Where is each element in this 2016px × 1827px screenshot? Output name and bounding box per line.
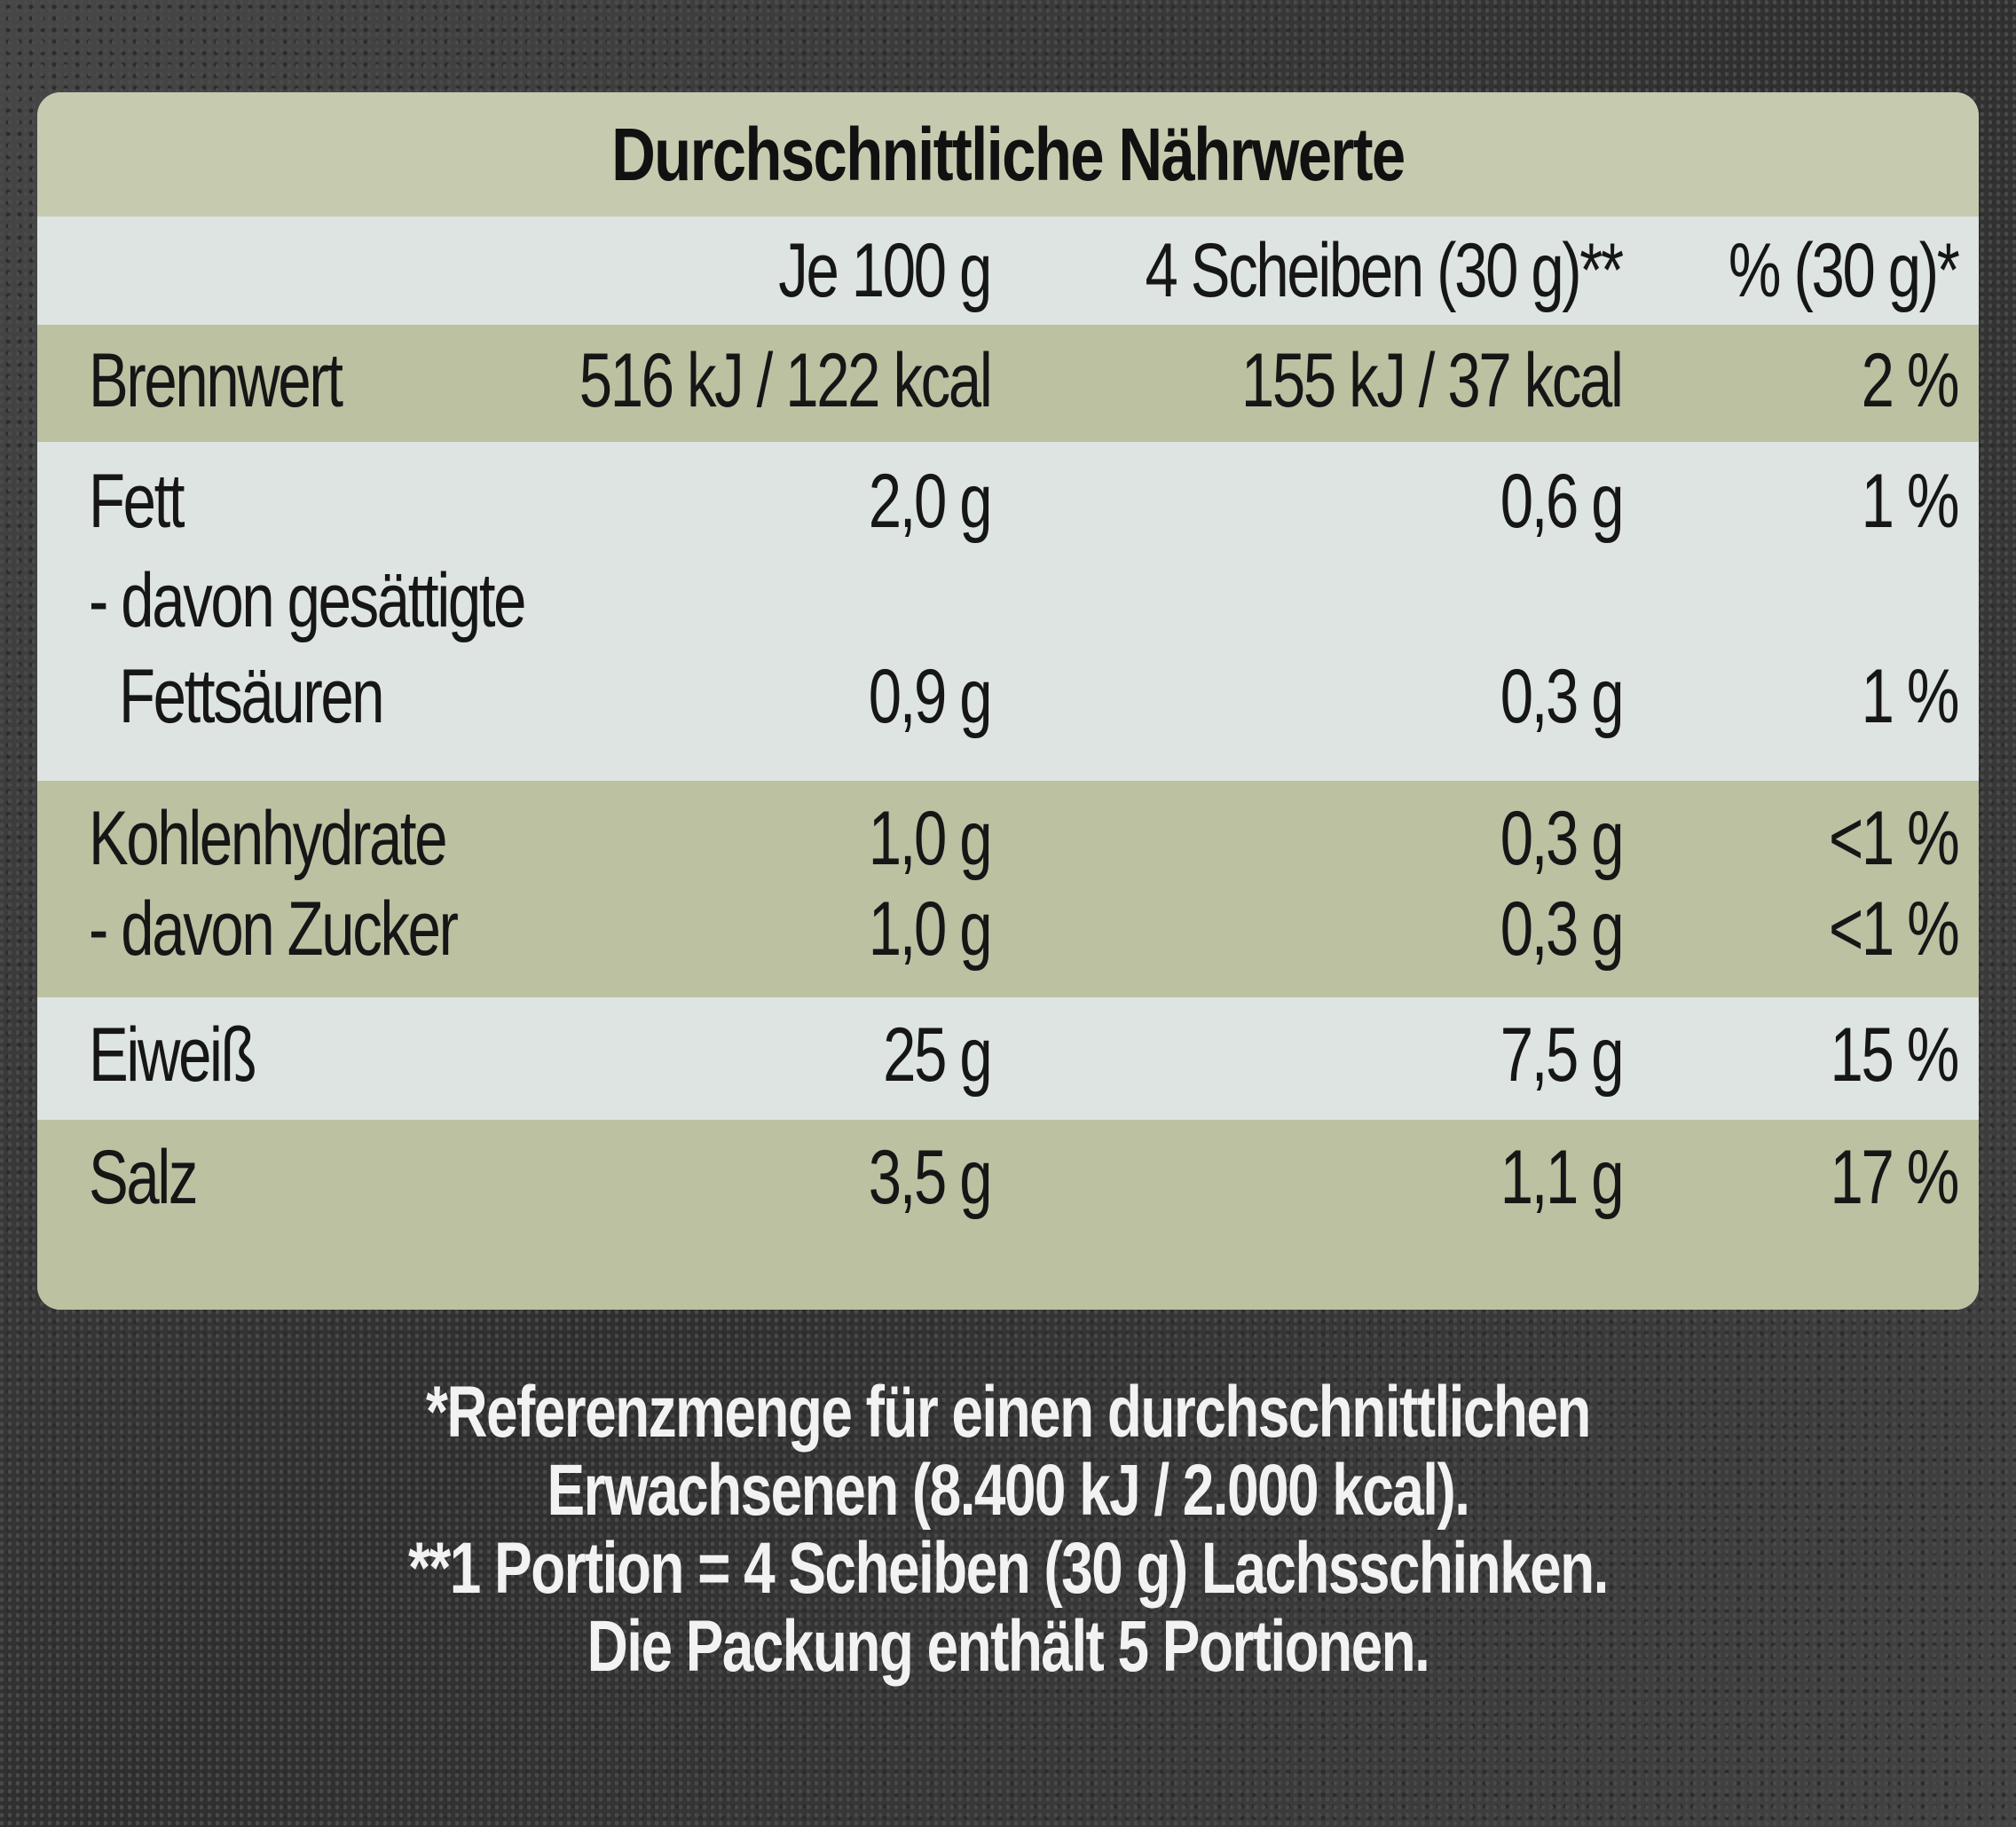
row-percent: 2 % [1861, 338, 1959, 423]
footnote-line-2: Erwachsenen (8.400 kJ / 2.000 kcal). [547, 1450, 1471, 1531]
row-per-portion: 155 kJ / 37 kcal [1241, 338, 1624, 423]
row-per-100g: 2,0 g [868, 459, 993, 544]
title-band: Durchschnittliche Nährwerte [37, 92, 1979, 217]
row-name-sugar: - davon Zucker [89, 886, 459, 972]
table-row-fett: Fett 2,0 g 0,6 g 1 % - davon gesättigte … [37, 442, 1979, 781]
row-per-portion: 0,3 g [1500, 886, 1625, 972]
row-per-portion: 0,3 g [1500, 796, 1625, 881]
row-percent: 17 % [1830, 1135, 1959, 1220]
row-name: Fett [89, 459, 185, 544]
table-row-salz: Salz 3,5 g 1,1 g 17 % [37, 1120, 1979, 1310]
row-name: Salz [89, 1135, 198, 1220]
row-percent: 15 % [1830, 1012, 1959, 1098]
row-name: Kohlenhydrate [89, 796, 448, 881]
row-percent: 1 % [1861, 459, 1959, 544]
column-header-per-100g: Je 100 g [778, 228, 992, 313]
row-per-portion: 0,6 g [1500, 459, 1625, 544]
table-row-kohlenhydrate: Kohlenhydrate 1,0 g 0,3 g <1 % - davon Z… [37, 781, 1979, 997]
row-name: Brennwert [89, 338, 343, 423]
label-title: Durchschnittliche Nährwerte [611, 112, 1406, 196]
row-name-saturated-cont: Fettsäuren [119, 654, 385, 739]
row-name: Eiweiß [89, 1012, 257, 1098]
footnote-line-1: *Referenzmenge für einen durchschnittlic… [426, 1372, 1591, 1453]
row-per-100g: 516 kJ / 122 kcal [579, 338, 992, 423]
row-per-portion: 0,3 g [1500, 654, 1625, 739]
footnote-line-3: **1 Portion = 4 Scheiben (30 g) Lachssch… [408, 1528, 1609, 1609]
table-row-eiweiss: Eiweiß 25 g 7,5 g 15 % [37, 997, 1979, 1120]
row-per-portion: 1,1 g [1500, 1135, 1625, 1220]
row-per-100g: 25 g [882, 1012, 993, 1098]
row-percent: <1 % [1828, 886, 1960, 972]
row-per-portion: 7,5 g [1500, 1012, 1625, 1098]
column-header-row: Je 100 g 4 Scheiben (30 g)** % (30 g)* [37, 217, 1979, 325]
footnote-line-4: Die Packung enthält 5 Portionen. [587, 1606, 1430, 1687]
row-per-100g: 3,5 g [868, 1135, 993, 1220]
footnotes: *Referenzmenge für einen durchschnittlic… [0, 1374, 2016, 1686]
row-name-saturated: - davon gesättigte [89, 558, 526, 643]
row-percent: 1 % [1861, 654, 1959, 739]
nutrition-label: Durchschnittliche Nährwerte Je 100 g 4 S… [37, 92, 1979, 1310]
row-percent: <1 % [1828, 796, 1960, 881]
column-header-per-portion: 4 Scheiben (30 g)** [1145, 228, 1625, 313]
row-per-100g: 1,0 g [868, 886, 993, 972]
row-per-100g: 1,0 g [868, 796, 993, 881]
table-row-brennwert: Brennwert 516 kJ / 122 kcal 155 kJ / 37 … [37, 325, 1979, 442]
column-header-percent: % (30 g)* [1728, 228, 1959, 313]
row-per-100g: 0,9 g [868, 654, 993, 739]
